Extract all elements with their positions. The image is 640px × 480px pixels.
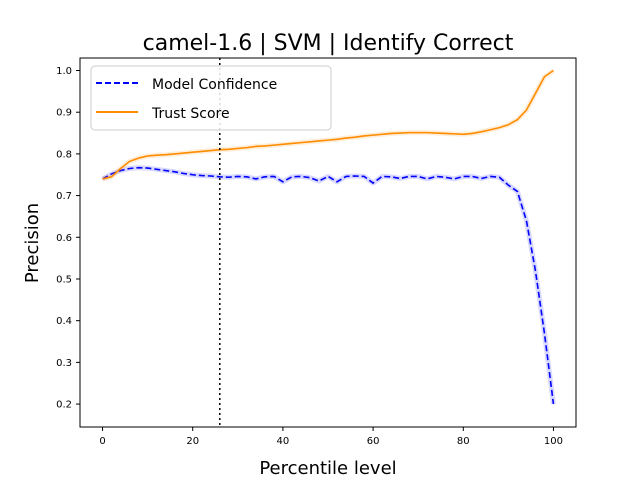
y-tick-label: 0.4 (56, 316, 72, 327)
x-tick-label: 0 (99, 436, 105, 447)
legend-box (90, 65, 332, 131)
y-tick-label: 0.9 (56, 108, 72, 119)
legend-label-trust-score: Trust Score (151, 106, 230, 122)
x-axis: 0 20 40 60 80 100 (99, 427, 563, 447)
y-tick-label: 0.8 (56, 149, 72, 160)
legend: Model Confidence Trust Score (90, 65, 332, 131)
y-tick-label: 0.6 (56, 233, 72, 244)
x-axis-label: Percentile level (259, 458, 396, 479)
y-tick-label: 0.5 (56, 274, 72, 285)
x-tick-label: 60 (367, 436, 380, 447)
x-tick-label: 40 (277, 436, 290, 447)
x-tick-label: 80 (457, 436, 470, 447)
x-tick-label: 100 (544, 436, 563, 447)
y-tick-label: 1.0 (56, 66, 72, 77)
y-axis-label: Precision (22, 203, 43, 283)
y-tick-label: 0.3 (56, 358, 72, 369)
y-tick-label: 0.7 (56, 191, 72, 202)
legend-label-model-confidence: Model Confidence (152, 77, 277, 93)
plot-area (101, 58, 556, 427)
series-layer (101, 68, 556, 405)
x-tick-label: 20 (186, 436, 199, 447)
series-line-trust-score (102, 69, 554, 180)
y-axis: 0.2 0.3 0.4 0.5 0.6 0.7 0.8 0.9 1.0 (56, 66, 80, 411)
y-tick-label: 0.2 (56, 400, 72, 411)
series-line-model-confidence (102, 166, 555, 405)
chart-title: camel-1.6 | SVM | Identify Correct (143, 31, 514, 56)
plot-frame (79, 57, 577, 428)
